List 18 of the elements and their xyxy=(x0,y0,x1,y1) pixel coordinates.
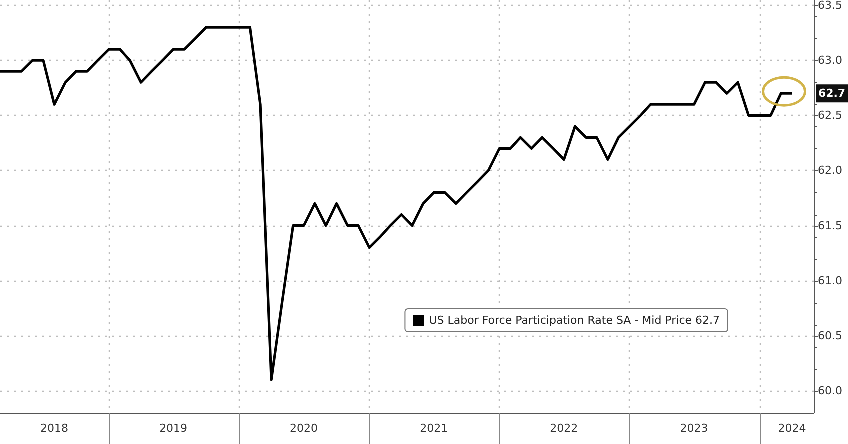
line-series xyxy=(0,26,794,382)
y-tick-label: 63.0 xyxy=(818,54,842,68)
legend-label: US Labor Force Participation Rate SA - Mid Price 62.7 xyxy=(429,314,720,327)
x-tick-label: 2022 xyxy=(550,422,578,435)
y-tick-label: 61.5 xyxy=(818,219,842,232)
y-tick-label: 60.0 xyxy=(818,384,842,398)
x-tick-label: 2021 xyxy=(420,422,448,435)
x-tick-label: 2019 xyxy=(160,422,188,435)
x-tick-label: 2020 xyxy=(290,422,318,435)
x-tick-label: 2018 xyxy=(40,422,69,435)
y-tick-label: 61.0 xyxy=(818,274,842,288)
y-tick-label: 63.5 xyxy=(818,0,842,12)
y-tick-label: 62.5 xyxy=(818,109,842,122)
y-tick-label: 62.0 xyxy=(818,164,842,178)
x-tick-label: 2023 xyxy=(680,422,708,435)
annotation: 62.7 xyxy=(818,87,846,100)
x-tick-label: 2024 xyxy=(778,422,806,435)
y-tick-label: 60.5 xyxy=(818,329,842,342)
